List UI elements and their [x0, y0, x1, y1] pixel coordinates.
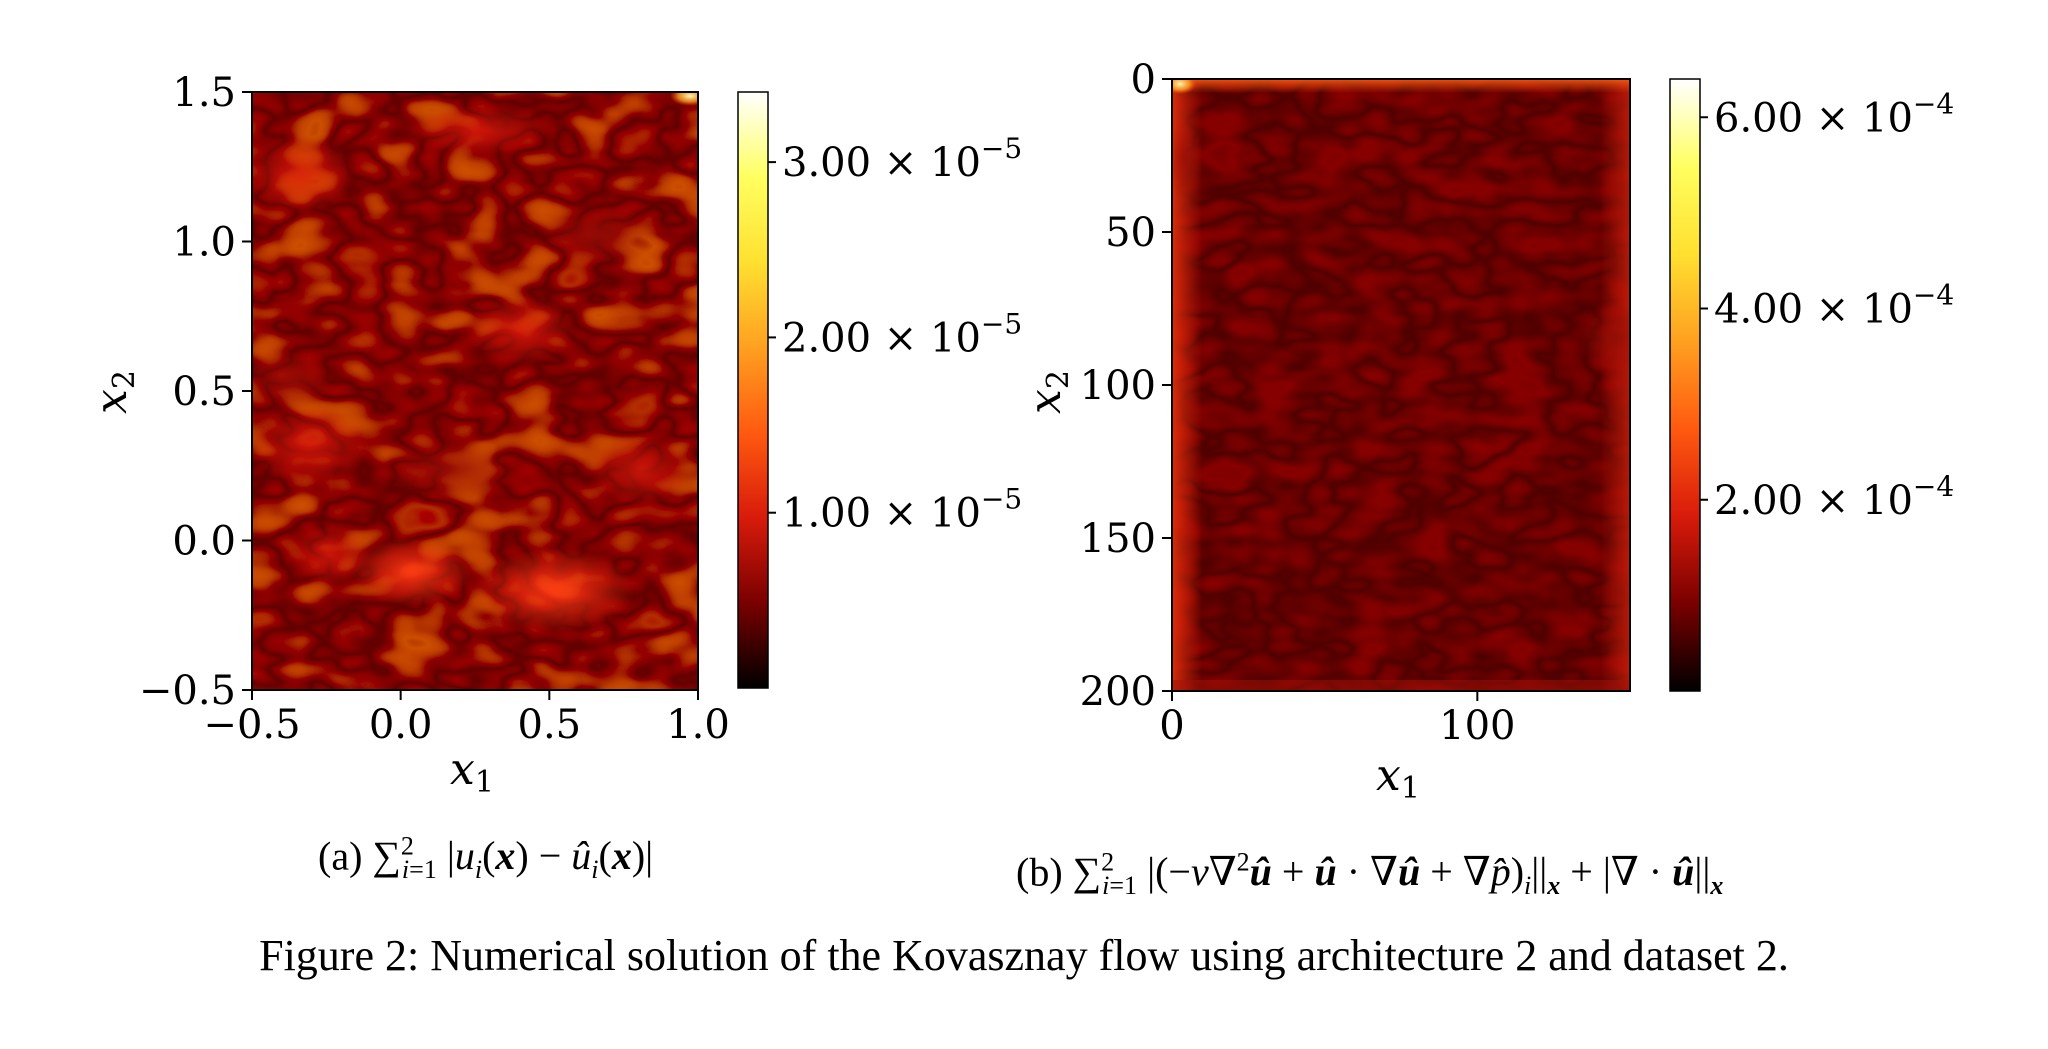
x-tick-label-0-1: 0.0: [369, 702, 433, 748]
colorbar-tick-label-0-1: 2.00 × 10−5: [782, 307, 1022, 361]
x-tick-label-1-0: 0: [1159, 703, 1184, 749]
y-tick-label-0-3: 1.0: [172, 220, 236, 266]
colorbar-tick-label-1-1: 4.00 × 10−4: [1714, 279, 1954, 333]
svg-text:x2: x2: [1020, 370, 1076, 414]
subcaption-a-formula: ∑2i=1 |ui(x) − ûi(x)|: [372, 832, 654, 885]
figure: x1 x2 x1 x2 −0.5 0.0 0.5 1.0 −0.5 0.0 0.5 1.0 1.…: [86, 57, 1954, 806]
colorbar-tick-label-1-0: 2.00 × 10−4: [1714, 470, 1954, 524]
colorbar-tick-label-0-0: 1.00 × 10−5: [782, 483, 1022, 537]
xlabel-a-sub: 1: [475, 765, 494, 800]
colorbar-b: [1669, 78, 1701, 692]
figure-caption: Figure 2: Numerical solution of the Kova…: [259, 931, 1789, 980]
x-tick-label-0-2: 0.5: [518, 702, 582, 748]
subcaption-a-label: (a): [318, 833, 363, 879]
y-tick-label-0-0: −0.5: [139, 668, 236, 714]
xlabel-a: x1: [450, 744, 494, 800]
x-tick-label-1-1: 100: [1439, 703, 1515, 749]
svg-text:x1: x1: [1376, 750, 1420, 806]
colorbar-a: [737, 91, 769, 689]
x-tick-label-0-0: −0.5: [203, 702, 300, 748]
xlabel-a-main: x: [450, 744, 475, 795]
x-tick-label-0-3: 1.0: [666, 702, 730, 748]
y-tick-label-0-2: 0.5: [172, 369, 236, 415]
y-tick-label-1-2: 100: [1080, 363, 1156, 409]
colorbar-tick-label-0-2: 3.00 × 10−5: [782, 132, 1022, 186]
y-tick-label-0-4: 1.5: [172, 70, 236, 116]
xlabel-b: x1: [1376, 750, 1420, 806]
heatmap-a: [252, 92, 698, 690]
subcaption-b-formula: ∑2i=1 |(−ν∇2û + û · ∇û + ∇p̂)i||x + |∇ ·…: [1072, 848, 1724, 901]
y-tick-label-1-0: 0: [1131, 57, 1156, 103]
y-tick-label-1-1: 50: [1105, 210, 1156, 256]
subcaption-b: (b) ∑2i=1 |(−ν∇2û + û · ∇û + ∇p̂)i||x + …: [1016, 848, 1723, 901]
heatmap-b: [1172, 79, 1630, 691]
svg-text:x1: x1: [450, 744, 494, 800]
y-tick-label-1-3: 150: [1080, 516, 1156, 562]
subcaption-b-label: (b): [1016, 849, 1063, 895]
ylabel-a: x2: [86, 370, 142, 414]
y-tick-label-0-1: 0.0: [172, 519, 236, 565]
colorbar-tick-label-1-2: 6.00 × 10−4: [1714, 87, 1954, 141]
y-tick-label-1-4: 200: [1080, 669, 1156, 715]
svg-text:x2: x2: [86, 370, 142, 414]
ylabel-b: x2: [1020, 370, 1076, 414]
subcaption-a: (a) ∑2i=1 |ui(x) − ûi(x)|: [318, 832, 653, 885]
